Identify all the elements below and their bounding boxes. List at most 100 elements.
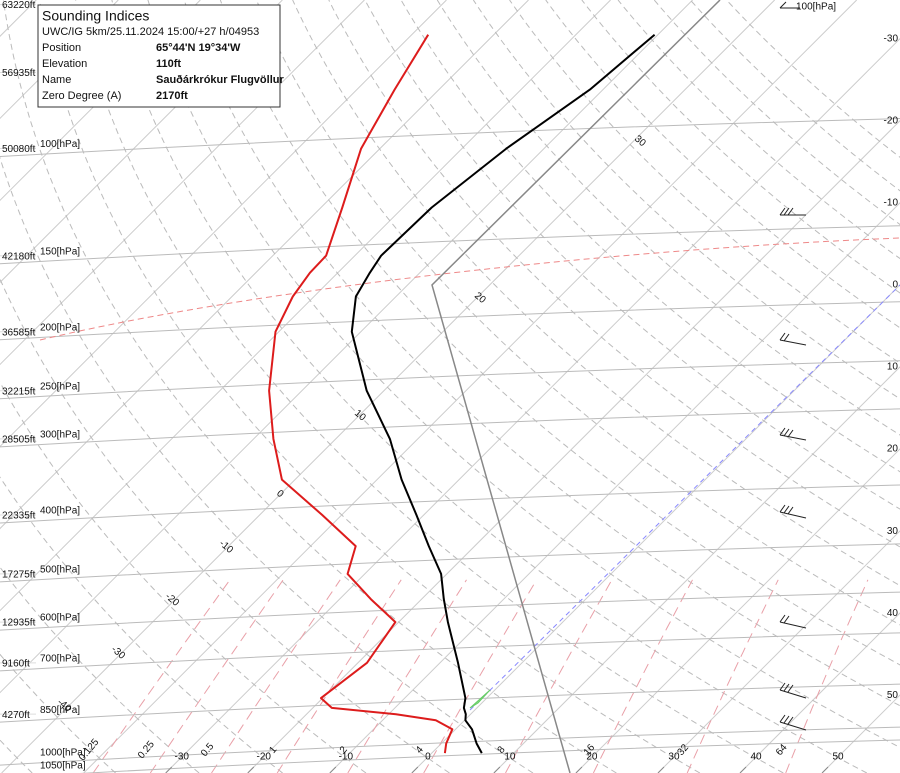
mixing-ratio-label: 0.25: [136, 739, 157, 761]
altitude-label: 42180ft: [2, 251, 36, 262]
diagonal-label: 0: [274, 488, 286, 500]
isobar: [0, 543, 900, 583]
isotherm: [0, 0, 611, 612]
isotherm: [0, 0, 693, 694]
y-tick-label: 850[hPa]: [40, 705, 80, 716]
diagonal-label: -30: [109, 644, 127, 662]
isobar: [0, 591, 900, 631]
mixing-ratio-line: [92, 579, 231, 773]
diagonal-label: -10: [217, 538, 235, 556]
temperature-line: [350, 33, 656, 754]
isobar: [0, 408, 900, 448]
info-label: Elevation: [42, 58, 87, 70]
mixing-ratio-line: [785, 579, 869, 773]
isotherm: [657, 530, 900, 773]
info-label: Zero Degree (A): [42, 90, 121, 102]
altitude-label: 32215ft: [2, 386, 36, 397]
dry-adiabat: [0, 156, 534, 773]
right-label: 40: [887, 608, 899, 619]
info-label: Position: [42, 42, 81, 54]
altitude-label: 56935ft: [2, 68, 36, 79]
dry-adiabat: [183, 0, 900, 707]
y-tick-label: 700[hPa]: [40, 653, 80, 664]
isobar: [0, 360, 900, 400]
isotherm: [575, 448, 900, 773]
isobar: [0, 726, 900, 766]
altitude-label: 63220ft: [2, 0, 36, 11]
mixing-ratio-line: [423, 579, 538, 773]
mixing-ratio-line: [592, 579, 693, 773]
x-tick-label: 50: [832, 752, 844, 763]
dry-adiabat: [581, 0, 900, 294]
right-label: 10: [887, 362, 899, 373]
right-label: 30: [887, 526, 899, 537]
x-tick: [493, 766, 501, 773]
mixing-ratio-line: [505, 579, 613, 773]
cape-area: [469, 689, 491, 709]
x-tick: [329, 766, 337, 773]
y-tick-label: 500[hPa]: [40, 565, 80, 576]
dry-adiabat: [0, 381, 367, 773]
tropopause-line: [39, 237, 900, 341]
dry-adiabat: [436, 0, 900, 436]
x-tick: [165, 766, 173, 773]
dry-adiabat: [472, 0, 900, 400]
isotherm: [0, 0, 365, 366]
right-label: 0: [892, 280, 898, 291]
wind-barb: [779, 427, 807, 441]
y-tick-label: 1000[hPa]: [40, 748, 86, 759]
dry-adiabat: [653, 0, 900, 226]
mixing-ratio-line: [211, 579, 341, 773]
right-label: 50: [887, 690, 899, 701]
mixing-ratio-label: 0.5: [199, 741, 217, 759]
mixing-ratio-line: [149, 579, 284, 773]
right-label: -10: [884, 198, 899, 209]
isotherm: [0, 0, 201, 202]
info-value: Sauðárkrókur Flugvöllur: [156, 74, 284, 86]
isotherm: [0, 0, 529, 530]
altitude-label: 9160ft: [2, 658, 30, 669]
dry-adiabat: [255, 0, 900, 626]
wind-barb: [779, 614, 807, 629]
dry-adiabat: [328, 0, 900, 548]
mixing-ratio-label: 4: [414, 744, 426, 756]
right-label: -20: [884, 116, 899, 127]
y-tick-label: 200[hPa]: [40, 322, 80, 333]
x-tick: [821, 766, 829, 773]
x-tick-label: 0: [425, 752, 431, 763]
dry-adiabat: [364, 0, 900, 510]
info-label: Name: [42, 74, 71, 86]
x-tick-label: 40: [750, 752, 762, 763]
x-tick-label: 20: [586, 752, 598, 763]
isotherm: [247, 120, 900, 773]
info-box: [37, 4, 281, 108]
dewpoint-line: [268, 34, 454, 754]
mixing-ratio-line: [686, 579, 779, 773]
isobar: [0, 632, 900, 672]
altitude-label: 22335ft: [2, 511, 36, 522]
dry-adiabat: [545, 0, 900, 329]
x-tick: [575, 766, 583, 773]
altitude-label: 28505ft: [2, 435, 36, 446]
info-value: 65°44'N 19°34'W: [156, 42, 241, 54]
y-tick-label: 600[hPa]: [40, 613, 80, 624]
y-tick-label: 400[hPa]: [40, 506, 80, 517]
x-tick-label: 30: [668, 752, 680, 763]
mixing-ratio-label: 64: [774, 742, 790, 758]
wind-barb: [779, 207, 806, 216]
dry-adiabat: [689, 0, 900, 192]
dry-adiabat: [111, 0, 868, 773]
x-tick-label: -10: [339, 752, 354, 763]
altitude-label: 17275ft: [2, 570, 36, 581]
mixing-ratio-label: 2: [338, 744, 350, 756]
isobar: [0, 301, 900, 341]
mixing-ratio-label: 1: [267, 744, 279, 756]
isotherm: [1, 0, 775, 773]
x-tick: [411, 766, 419, 773]
info-title: Sounding Indices: [42, 8, 149, 24]
right-label: 20: [887, 444, 899, 455]
isotherm: [739, 612, 900, 773]
mixing-ratio-line: [276, 579, 402, 773]
